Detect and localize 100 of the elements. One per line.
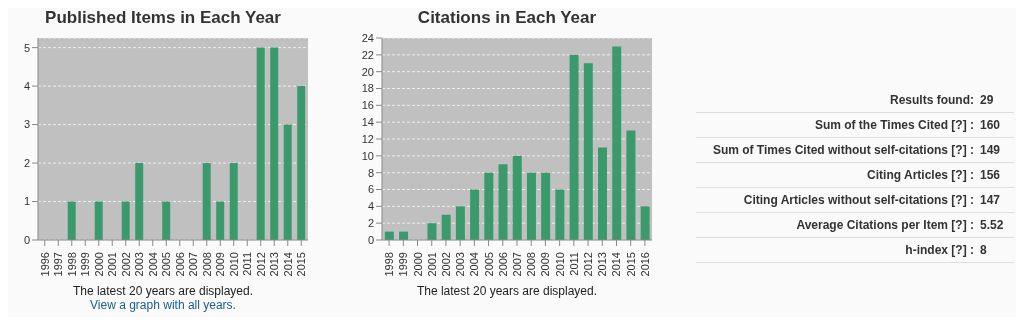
y-tick-label: 4 [367,200,374,213]
bar [283,124,292,240]
bar [598,147,607,240]
bar [256,47,265,240]
text: Citing Articles [?] : [867,168,974,182]
bar [67,201,76,240]
text: 5.52 [979,218,1005,232]
x-tick-label: 1997 [52,252,65,277]
y-tick-label: 2 [367,217,374,230]
x-tick-label: 1998 [383,252,396,277]
bar [121,201,130,240]
y-tick-label: 24 [361,31,374,44]
bar [640,206,650,240]
bar [583,63,593,240]
x-tick-label: 1996 [38,252,51,277]
bar [555,189,565,240]
x-tick-label: 2013 [268,252,281,277]
y-tick-label: 20 [361,65,374,78]
y-tick-label: 12 [361,132,374,145]
text: 156 [979,168,1002,182]
x-tick-label: 2009 [214,252,227,277]
x-tick-label: 2000 [411,252,424,277]
bar [455,206,465,240]
y-tick-label: 16 [361,99,374,112]
x-tick-label: 2001 [106,252,119,277]
x-tick-label: 2012 [582,252,595,277]
text: Sum of Times Cited without self-citations [?] : [712,143,974,157]
y-tick-label: 2 [23,156,30,169]
y-tick-label: 3 [23,118,30,131]
bar [541,172,551,240]
bar [626,130,636,240]
y-tick-label: 8 [367,166,374,179]
x-tick-label: 2005 [160,252,173,277]
chart-title: Published Items in Each Year [44,8,282,29]
text: 8 [979,243,988,257]
bar [297,86,306,240]
y-tick-label: 6 [367,183,374,196]
x-tick-label: 2002 [119,252,132,277]
x-tick-label: 2009 [539,252,552,277]
text: 160 [979,118,1002,132]
bar [216,201,225,240]
x-tick-label: 2005 [482,252,495,277]
x-tick-label: 2007 [511,252,523,277]
text: Citing Articles without self-citations [?] : [743,193,974,207]
bar [202,163,211,240]
bar [270,47,279,240]
x-tick-label: 2011 [567,252,580,276]
bar [526,172,536,240]
x-tick-label: 2014 [281,252,294,277]
text: 149 [979,143,1002,157]
y-tick-label: 0 [23,233,30,246]
bar [498,164,508,240]
text: The latest 20 years are displayed. [415,284,599,298]
x-tick-label: 2003 [133,252,146,277]
x-tick-label: 2004 [468,252,481,277]
bar [162,201,171,240]
y-tick-label: 0 [367,233,374,246]
bar [94,201,103,240]
x-tick-label: 2003 [454,252,467,277]
x-tick-label: 2001 [425,252,438,277]
x-tick-label: 2008 [200,252,213,277]
x-tick-label: 2011 [241,252,254,276]
y-tick-label: 18 [361,82,374,95]
bar [135,163,144,240]
x-tick-label: 2006 [173,252,186,277]
bar [441,214,451,240]
x-tick-label: 2002 [439,252,452,277]
x-tick-label: 2012 [254,252,267,277]
x-tick-label: 1999 [79,252,92,277]
x-tick-label: 1999 [397,252,410,277]
x-tick-label: 2010 [227,252,240,277]
bar [427,223,437,240]
y-tick-label: 4 [23,80,30,92]
bar [569,54,579,240]
x-tick-label: 2013 [596,252,609,277]
y-tick-label: 14 [361,116,374,129]
x-tick-label: 1998 [65,252,78,277]
bar [612,46,622,240]
text: 29 [979,93,995,107]
y-tick-label: 1 [23,195,30,208]
x-tick-label: 2010 [553,252,566,277]
y-tick-label: 10 [361,149,374,162]
bar [484,172,494,240]
x-tick-label: 2006 [496,252,509,277]
text: View a graph with all years. [89,298,237,312]
x-tick-label: 2008 [525,252,538,277]
x-tick-label: 2016 [638,252,651,277]
chart-title: Citations in Each Year [416,8,598,29]
x-tick-label: 2015 [295,252,308,277]
x-tick-label: 2000 [92,252,105,277]
y-tick-label: 22 [361,48,374,61]
x-tick-label: 2007 [187,252,200,277]
text: 147 [979,193,1002,207]
x-tick-label: 2014 [610,252,623,277]
bar [470,189,480,240]
bar [229,163,238,240]
text: Results found: [890,93,974,107]
text: Sum of the Times Cited [?] : [814,118,974,132]
y-tick-label: 5 [23,41,30,54]
x-tick-label: 2015 [624,252,637,277]
